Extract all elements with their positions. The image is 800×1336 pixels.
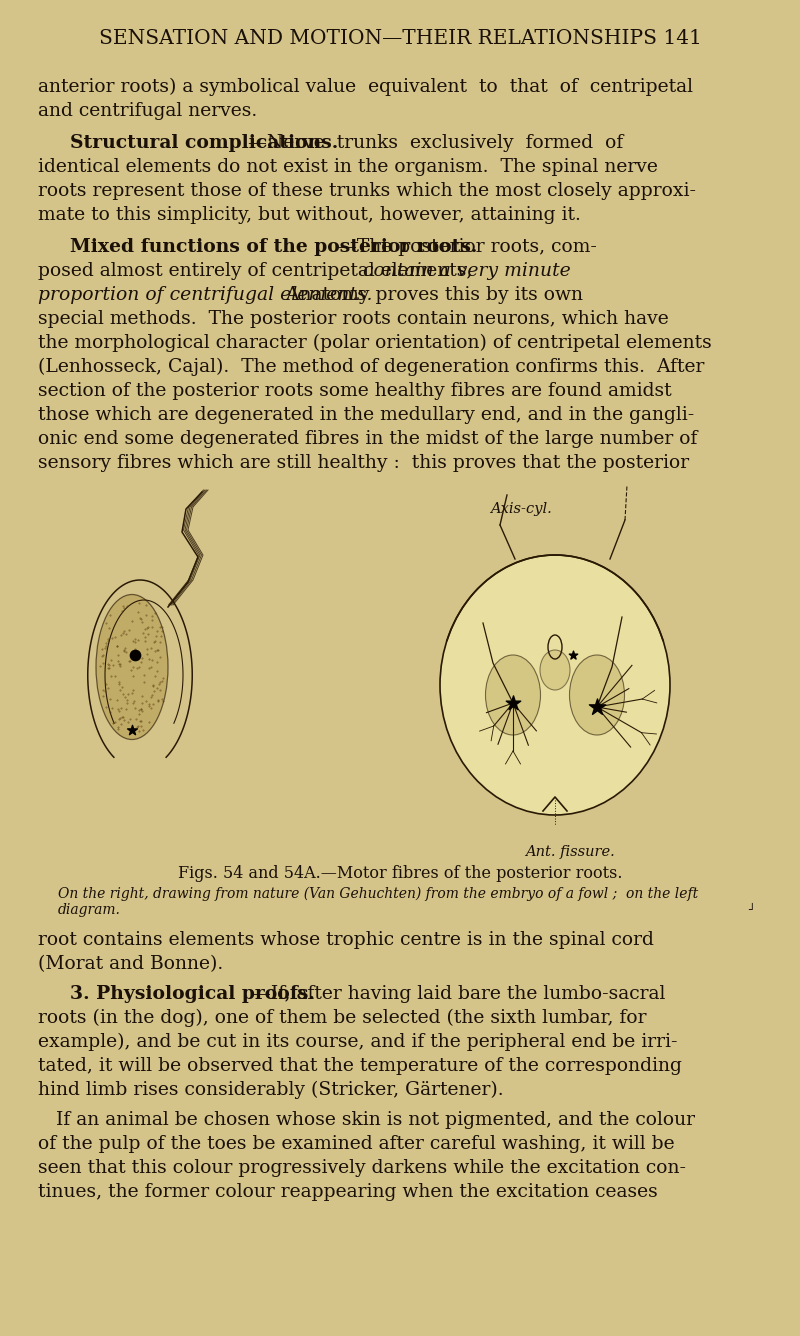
Text: proportion of centrifugal elements.: proportion of centrifugal elements. <box>38 286 373 305</box>
Text: —Nerve  trunks  exclusively  formed  of: —Nerve trunks exclusively formed of <box>248 134 623 152</box>
Text: (Lenhosseck, Cajal).  The method of degeneration confirms this.  After: (Lenhosseck, Cajal). The method of degen… <box>38 358 704 377</box>
Text: sensory fibres which are still healthy :  this proves that the posterior: sensory fibres which are still healthy :… <box>38 454 689 472</box>
Text: Mixed functions of the posterior roots.: Mixed functions of the posterior roots. <box>70 238 478 257</box>
Text: of the pulp of the toes be examined after careful washing, it will be: of the pulp of the toes be examined afte… <box>38 1136 674 1153</box>
Text: those which are degenerated in the medullary end, and in the gangli-: those which are degenerated in the medul… <box>38 406 694 424</box>
Text: mate to this simplicity, but without, however, attaining it.: mate to this simplicity, but without, ho… <box>38 206 581 224</box>
Ellipse shape <box>570 655 625 735</box>
Text: 3. Physiological proofs.: 3. Physiological proofs. <box>70 985 315 1003</box>
Text: (Morat and Bonne).: (Morat and Bonne). <box>38 955 223 973</box>
Text: Figs. 54 and 54A.—Motor fibres of the posterior roots.: Figs. 54 and 54A.—Motor fibres of the po… <box>178 864 622 882</box>
Text: Axis-cyl.: Axis-cyl. <box>490 502 552 516</box>
Text: the morphological character (polar orientation) of centripetal elements: the morphological character (polar orien… <box>38 334 712 353</box>
Text: If an animal be chosen whose skin is not pigmented, and the colour: If an animal be chosen whose skin is not… <box>38 1112 695 1129</box>
Text: special methods.  The posterior roots contain neurons, which have: special methods. The posterior roots con… <box>38 310 669 329</box>
Point <box>566 644 579 665</box>
Text: SENSATION AND MOTION—THEIR RELATIONSHIPS 141: SENSATION AND MOTION—THEIR RELATIONSHIPS… <box>98 28 702 48</box>
Text: anterior roots) a symbolical value  equivalent  to  that  of  centripetal: anterior roots) a symbolical value equiv… <box>38 77 693 96</box>
Point <box>506 692 519 713</box>
Text: roots represent those of these trunks which the most closely approxi-: roots represent those of these trunks wh… <box>38 182 696 200</box>
Text: Ant. fissure.: Ant. fissure. <box>525 844 614 859</box>
Text: tated, it will be observed that the temperature of the corresponding: tated, it will be observed that the temp… <box>38 1057 682 1075</box>
Ellipse shape <box>486 655 541 735</box>
Ellipse shape <box>96 595 168 740</box>
Text: Anatomy proves this by its own: Anatomy proves this by its own <box>274 286 583 305</box>
Text: ┘: ┘ <box>748 904 754 915</box>
Text: roots (in the dog), one of them be selected (the sixth lumbar, for: roots (in the dog), one of them be selec… <box>38 1009 646 1027</box>
Text: Structural complications.: Structural complications. <box>70 134 338 152</box>
Text: root contains elements whose trophic centre is in the spinal cord: root contains elements whose trophic cen… <box>38 931 654 949</box>
Point <box>129 644 142 665</box>
Text: —If, after having laid bare the lumbo-sacral: —If, after having laid bare the lumbo-sa… <box>252 985 666 1003</box>
Text: identical elements do not exist in the organism.  The spinal nerve: identical elements do not exist in the o… <box>38 158 658 176</box>
Text: section of the posterior roots some healthy fibres are found amidst: section of the posterior roots some heal… <box>38 382 672 399</box>
Text: tinues, the former colour reappearing when the excitation ceases: tinues, the former colour reappearing wh… <box>38 1182 658 1201</box>
Ellipse shape <box>440 554 670 815</box>
Text: diagram.: diagram. <box>58 903 121 916</box>
Text: On the right, drawing from nature (Van Gehuchten) from the embryo of a fowl ;  o: On the right, drawing from nature (Van G… <box>58 887 698 902</box>
Text: and centrifugal nerves.: and centrifugal nerves. <box>38 102 258 120</box>
Text: seen that this colour progressively darkens while the excitation con-: seen that this colour progressively dark… <box>38 1160 686 1177</box>
Text: contain a very minute: contain a very minute <box>363 262 570 281</box>
Text: posed almost entirely of centripetal elements,: posed almost entirely of centripetal ele… <box>38 262 472 281</box>
Text: —The posterior roots, com-: —The posterior roots, com- <box>338 238 597 257</box>
Text: onic end some degenerated fibres in the midst of the large number of: onic end some degenerated fibres in the … <box>38 430 698 448</box>
Point <box>590 696 603 717</box>
Text: example), and be cut in its course, and if the peripheral end be irri-: example), and be cut in its course, and … <box>38 1033 678 1051</box>
Ellipse shape <box>540 651 570 689</box>
Text: hind limb rises considerably (Stricker, Gärtener).: hind limb rises considerably (Stricker, … <box>38 1081 504 1100</box>
Point <box>126 719 138 740</box>
